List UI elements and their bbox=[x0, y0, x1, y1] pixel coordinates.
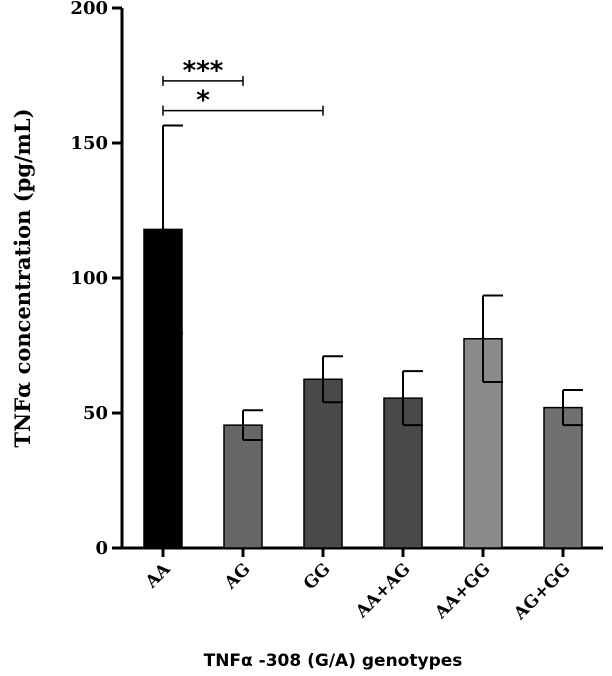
axis-labels: TNFα concentration (pg/mL) TNFα -308 (G/… bbox=[10, 108, 462, 671]
x-tick-label: GG bbox=[300, 559, 335, 594]
sig-label: *** bbox=[183, 56, 224, 86]
sig-label: * bbox=[196, 86, 210, 116]
x-tick-label: AG+GG bbox=[509, 559, 574, 624]
x-tick-label: AG bbox=[220, 559, 254, 593]
y-tick-label: 0 bbox=[95, 538, 108, 559]
y-tick-label: 200 bbox=[70, 0, 108, 19]
bar bbox=[223, 424, 263, 549]
y-axis-label: TNFα concentration (pg/mL) bbox=[10, 108, 35, 447]
significance-brackets: **** bbox=[162, 56, 324, 116]
y-tick-label: 100 bbox=[70, 268, 108, 289]
bar bbox=[303, 378, 343, 549]
bar bbox=[543, 406, 583, 549]
error-bars bbox=[162, 124, 583, 441]
x-tick-label: AA+AG bbox=[351, 559, 414, 622]
y-tick-label: 150 bbox=[70, 133, 108, 154]
y-tick-label: 50 bbox=[83, 403, 108, 424]
x-axis-label: TNFα -308 (G/A) genotypes bbox=[204, 651, 463, 671]
x-tick-label: AA bbox=[141, 559, 175, 593]
bars bbox=[143, 228, 583, 549]
x-tick-label: AA+GG bbox=[430, 559, 494, 623]
